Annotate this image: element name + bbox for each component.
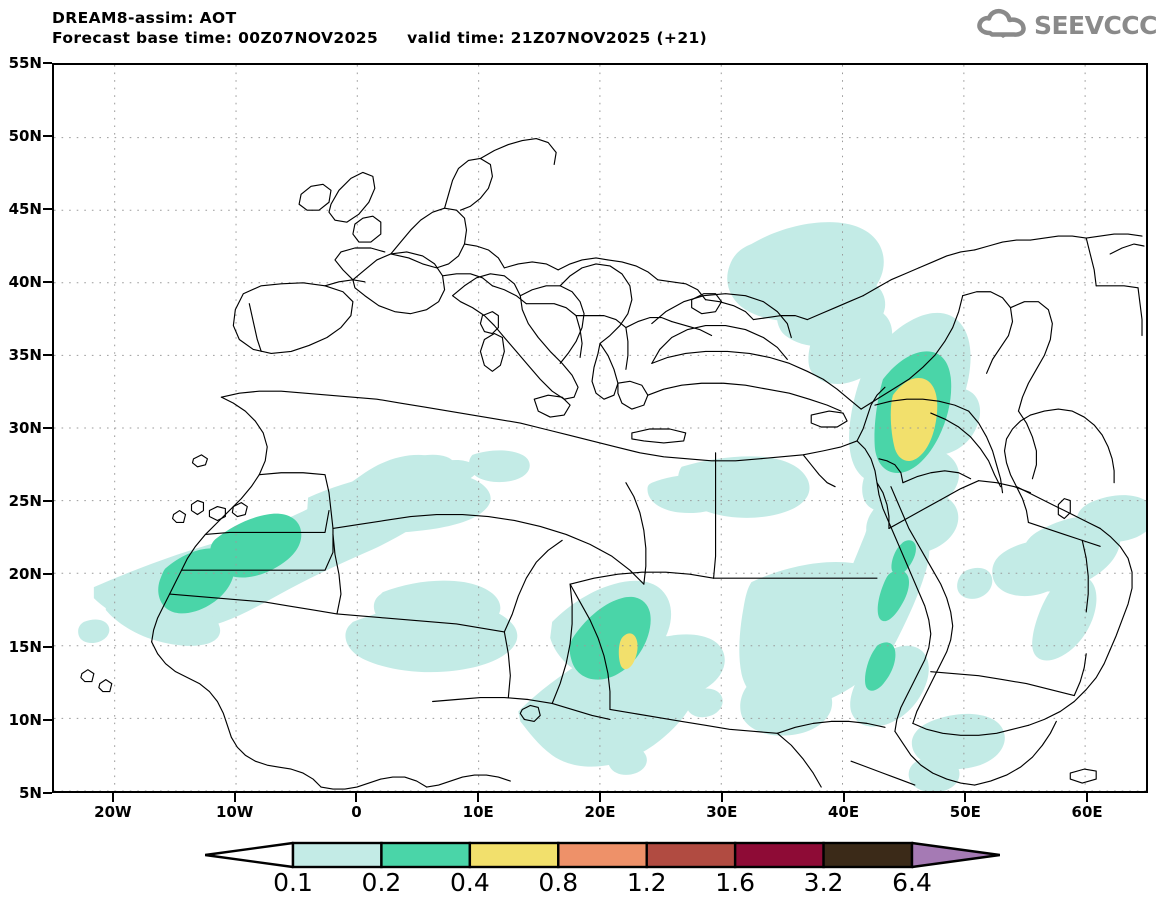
- colorbar-tick-label-1.2: 1.2: [626, 868, 667, 897]
- x-axis-label-10E: 10E: [462, 803, 494, 821]
- y-axis-label-5N: 5N: [19, 784, 42, 802]
- x-axis-label-40E: 40E: [827, 803, 860, 821]
- y-axis-label-10N: 10N: [8, 711, 42, 729]
- forecast-time-line: Forecast base time: 00Z07NOV2025 valid t…: [52, 29, 708, 48]
- x-axis-label-20E: 20E: [584, 803, 616, 821]
- y-axis-tick: [43, 500, 52, 502]
- y-axis-tick: [43, 281, 52, 283]
- x-axis-label-50E: 50E: [949, 803, 981, 821]
- x-axis-label-60E: 60E: [1071, 803, 1103, 821]
- colorbar-tick-label-0.1: 0.1: [273, 868, 313, 897]
- aot-map: [54, 65, 1146, 791]
- seevccc-logo-text: SEEVCCC: [1033, 10, 1158, 40]
- colorbar-swatch-0.4[interactable]: [468, 841, 560, 869]
- x-axis-label-10W: 10W: [215, 803, 254, 821]
- seevccc-logo: SEEVCCC: [976, 8, 1158, 42]
- colorbar-swatch-0.8[interactable]: [557, 841, 648, 869]
- x-axis-tick: [599, 793, 601, 802]
- map-coastlines: [80, 138, 1145, 790]
- colorbar-tick-label-6.4: 6.4: [892, 868, 932, 897]
- colorbar-tick-label-0.2: 0.2: [361, 868, 402, 897]
- colorbar-tick-label-0.8: 0.8: [538, 868, 579, 897]
- model-title: DREAM8-assim: AOT: [52, 9, 237, 27]
- y-axis-label-15N: 15N: [8, 638, 42, 656]
- colorbar-tick-label-1.6: 1.6: [715, 868, 756, 897]
- x-axis-label-30E: 30E: [706, 803, 738, 821]
- map-gridlines: [54, 65, 1146, 791]
- colorbar-swatch-1.2[interactable]: [645, 841, 737, 869]
- y-axis-label-20N: 20N: [8, 565, 42, 583]
- y-axis-tick: [43, 427, 52, 429]
- x-axis-label-20W: 20W: [94, 803, 132, 821]
- y-axis-tick: [43, 208, 52, 210]
- x-axis-tick: [964, 793, 967, 802]
- colorbar-swatch-0.2[interactable]: [380, 841, 472, 869]
- x-axis-tick: [1086, 793, 1089, 802]
- colorbar[interactable]: [205, 840, 1000, 870]
- cloud-icon: [976, 8, 1028, 42]
- x-axis-tick: [842, 793, 845, 802]
- y-axis-tick: [43, 354, 52, 356]
- map-plot-area[interactable]: [52, 63, 1148, 793]
- colorbar-swatch-0.1[interactable]: [291, 841, 383, 869]
- y-axis-tick: [43, 573, 52, 575]
- header-block: DREAM8-assim: AOT Forecast base time: 00…: [52, 8, 707, 49]
- y-axis-tick: [43, 135, 52, 137]
- y-axis-label-25N: 25N: [8, 492, 42, 510]
- x-axis-tick: [720, 793, 723, 802]
- y-axis-tick: [43, 646, 52, 648]
- y-axis-label-40N: 40N: [8, 273, 42, 291]
- x-axis-tick: [355, 793, 358, 802]
- colorbar-swatch-3.2[interactable]: [822, 841, 914, 869]
- colorbar-swatches: [205, 841, 1000, 869]
- y-axis-label-45N: 45N: [8, 200, 42, 218]
- x-axis-tick: [233, 793, 236, 802]
- y-axis-tick: [43, 719, 52, 721]
- colorbar-swatch-1.6[interactable]: [733, 841, 825, 869]
- x-axis-tick: [111, 793, 114, 802]
- y-axis-tick: [43, 792, 52, 794]
- aot-contour-level-0.1: [78, 222, 1146, 791]
- colorbar-tick-label-0.4: 0.4: [449, 868, 490, 897]
- colorbar-under-arrow: [205, 841, 295, 869]
- y-axis-label-35N: 35N: [8, 346, 42, 364]
- y-axis-label-30N: 30N: [8, 419, 42, 437]
- y-axis-label-55N: 55N: [8, 54, 42, 72]
- x-axis-tick: [477, 793, 480, 802]
- y-axis-tick: [43, 62, 52, 64]
- aot-contour-level-0.4: [618, 378, 938, 670]
- y-axis-label-50N: 50N: [8, 127, 42, 145]
- colorbar-tick-label-3.2: 3.2: [803, 868, 844, 897]
- x-axis-label-0: 0: [351, 803, 362, 821]
- colorbar-over-arrow: [910, 841, 1000, 869]
